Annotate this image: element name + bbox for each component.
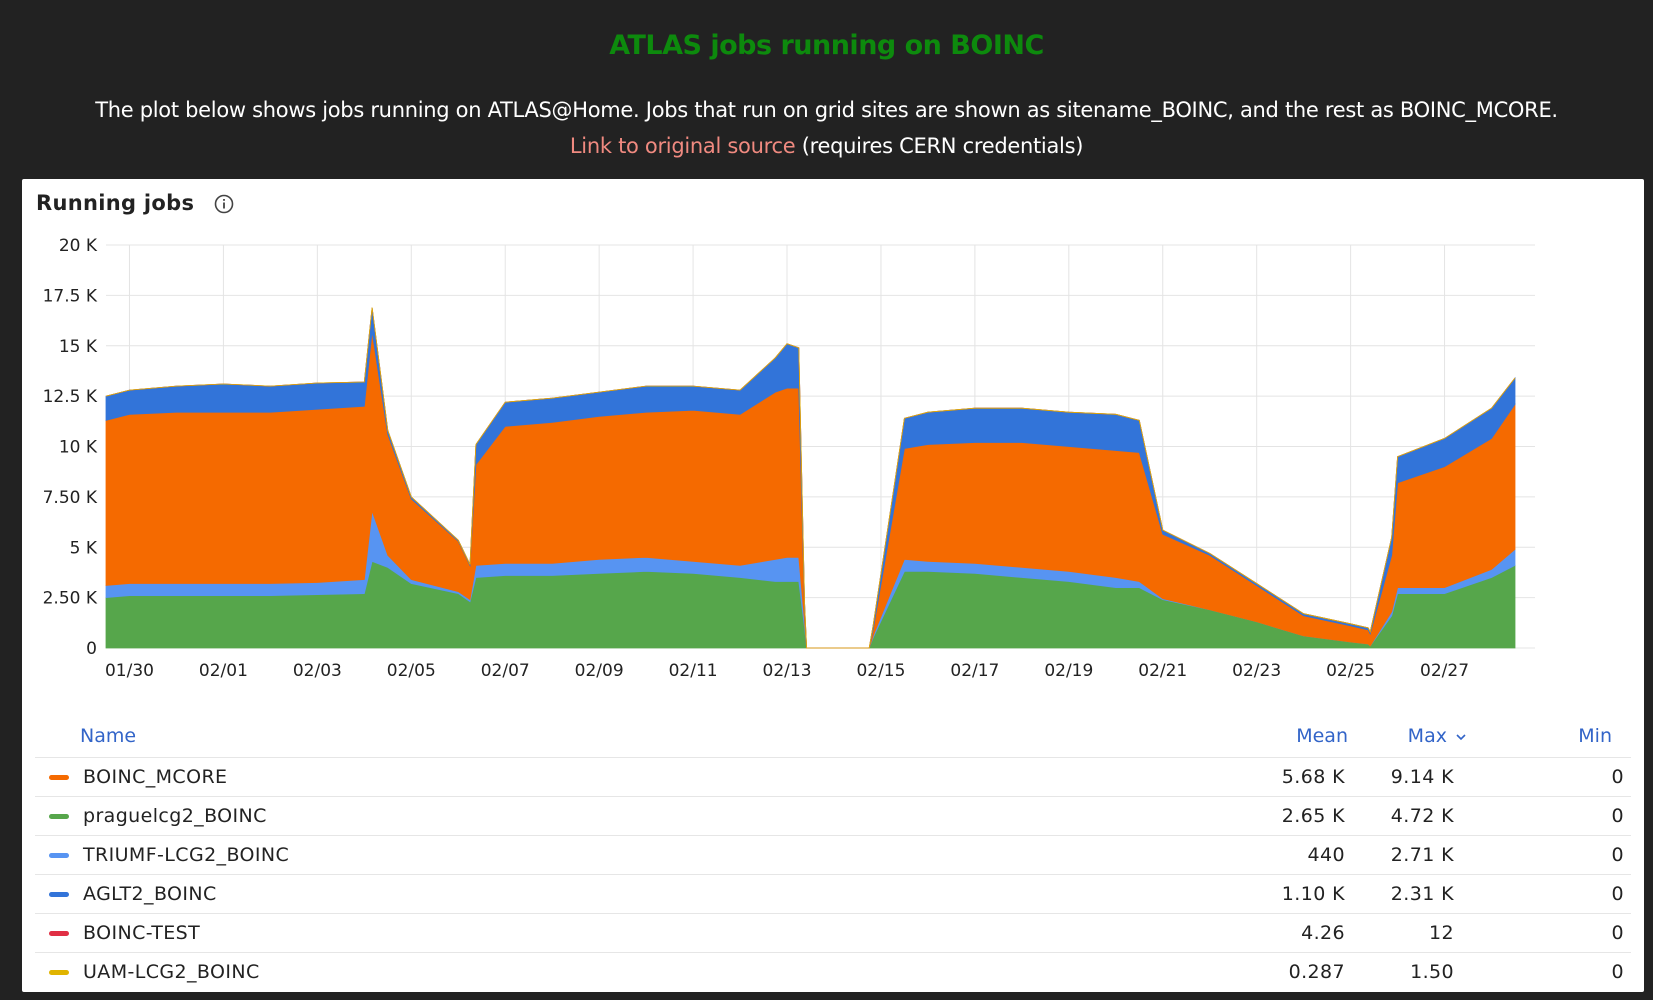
series-color-swatch — [49, 892, 69, 897]
panel-title: Running jobs — [36, 191, 195, 215]
x-tick-label: 02/01 — [199, 661, 248, 681]
x-tick-label: 02/13 — [763, 661, 812, 681]
legend-mean: 4.26 — [1301, 922, 1345, 944]
x-tick-label: 02/19 — [1044, 661, 1093, 681]
y-tick-label: 15 K — [59, 337, 98, 357]
legend-mean: 440 — [1307, 844, 1345, 866]
x-tick-label: 02/05 — [387, 661, 436, 681]
legend-col-max[interactable]: Max — [1367, 725, 1467, 747]
x-tick-label: 02/27 — [1420, 661, 1469, 681]
legend-header: Name Mean Max Min — [22, 725, 1644, 759]
legend-name: BOINC_MCORE — [83, 766, 228, 788]
legend-min: 0 — [1611, 922, 1624, 944]
series-area-uam-lcg2-boinc — [105, 307, 1516, 649]
x-tick-label: 02/23 — [1232, 661, 1281, 681]
legend-max: 1.50 — [1410, 961, 1454, 983]
legend-min: 0 — [1611, 883, 1624, 905]
y-tick-label: 0 — [86, 639, 97, 659]
chevron-down-icon — [1456, 734, 1466, 741]
legend-max: 2.71 K — [1390, 844, 1454, 866]
legend-min: 0 — [1611, 805, 1624, 827]
credentials-note: (requires CERN credentials) — [795, 134, 1084, 158]
chart-areas — [105, 307, 1516, 649]
legend-min: 0 — [1611, 844, 1624, 866]
page-title: ATLAS jobs running on BOINC — [609, 30, 1044, 61]
y-tick-label: 2.50 K — [43, 589, 98, 609]
legend-min: 0 — [1611, 961, 1624, 983]
x-tick-label: 02/09 — [575, 661, 624, 681]
page-description: The plot below shows jobs running on ATL… — [0, 92, 1653, 164]
x-tick-label: 02/17 — [950, 661, 999, 681]
series-color-swatch — [49, 931, 69, 936]
x-axis: 01/30 02/01 02/03 02/05 02/07 02/09 02/11 02/13… — [105, 661, 1469, 681]
source-line: Link to original source (requires CERN c… — [0, 128, 1653, 164]
legend-col-min[interactable]: Min — [1578, 725, 1612, 747]
x-tick-label: 02/25 — [1326, 661, 1375, 681]
x-tick-label: 02/15 — [856, 661, 905, 681]
y-axis: 0 2.50 K 5 K 7.50 K 10 K 12.5 K 15 K 17.5 K 20 K — [43, 236, 98, 659]
legend-name: UAM-LCG2_BOINC — [83, 961, 260, 983]
legend-min: 0 — [1611, 766, 1624, 788]
legend-row[interactable]: TRIUMF-LCG2_BOINC 440 2.71 K 0 — [35, 835, 1631, 874]
legend-name: BOINC-TEST — [83, 922, 201, 944]
legend-row[interactable]: BOINC_MCORE 5.68 K 9.14 K 0 — [35, 757, 1631, 796]
info-circle-icon[interactable] — [214, 194, 234, 214]
legend-mean: 1.10 K — [1281, 883, 1345, 905]
y-tick-label: 10 K — [59, 438, 98, 458]
x-tick-label: 02/11 — [669, 661, 718, 681]
x-tick-label: 02/21 — [1138, 661, 1187, 681]
legend-row[interactable]: AGLT2_BOINC 1.10 K 2.31 K 0 — [35, 874, 1631, 913]
y-tick-label: 20 K — [59, 236, 98, 256]
x-tick-label: 02/07 — [481, 661, 530, 681]
running-jobs-panel: Running jobs 0 2.50 K 5 K 7.50 K 10 K 12.5 K 1… — [22, 179, 1644, 992]
description-text: The plot below shows jobs running on ATL… — [95, 98, 1558, 122]
series-color-swatch — [49, 970, 69, 975]
legend-name: praguelcg2_BOINC — [83, 805, 267, 827]
x-tick-label: 01/30 — [105, 661, 154, 681]
legend-mean: 2.65 K — [1281, 805, 1345, 827]
y-tick-label: 12.5 K — [43, 387, 98, 407]
legend-row[interactable]: UAM-LCG2_BOINC 0.287 1.50 0 — [35, 952, 1631, 991]
series-color-swatch — [49, 775, 69, 780]
legend-max: 4.72 K — [1390, 805, 1454, 827]
legend-col-name[interactable]: Name — [80, 725, 137, 747]
y-tick-label: 5 K — [70, 538, 98, 558]
running-jobs-chart[interactable]: 0 2.50 K 5 K 7.50 K 10 K 12.5 K 15 K 17.5 K 20 K… — [22, 179, 1644, 719]
legend-mean: 0.287 — [1288, 961, 1345, 983]
legend-max: 9.14 K — [1390, 766, 1454, 788]
legend-name: AGLT2_BOINC — [83, 883, 217, 905]
legend-table: BOINC_MCORE 5.68 K 9.14 K 0 praguelcg2_BOINC… — [35, 757, 1631, 991]
legend-max: 2.31 K — [1390, 883, 1454, 905]
legend-row[interactable]: BOINC-TEST 4.26 12 0 — [35, 913, 1631, 952]
legend-col-mean[interactable]: Mean — [1296, 725, 1348, 747]
legend-row[interactable]: praguelcg2_BOINC 2.65 K 4.72 K 0 — [35, 796, 1631, 835]
original-source-link[interactable]: Link to original source — [569, 134, 796, 158]
legend-mean: 5.68 K — [1281, 766, 1345, 788]
series-color-swatch — [49, 853, 69, 858]
x-tick-label: 02/03 — [293, 661, 342, 681]
legend-max: 12 — [1429, 922, 1454, 944]
legend-col-max-label: Max — [1407, 725, 1447, 747]
series-color-swatch — [49, 814, 69, 819]
y-tick-label: 7.50 K — [43, 488, 98, 508]
y-tick-label: 17.5 K — [43, 286, 98, 306]
legend-name: TRIUMF-LCG2_BOINC — [83, 844, 290, 866]
